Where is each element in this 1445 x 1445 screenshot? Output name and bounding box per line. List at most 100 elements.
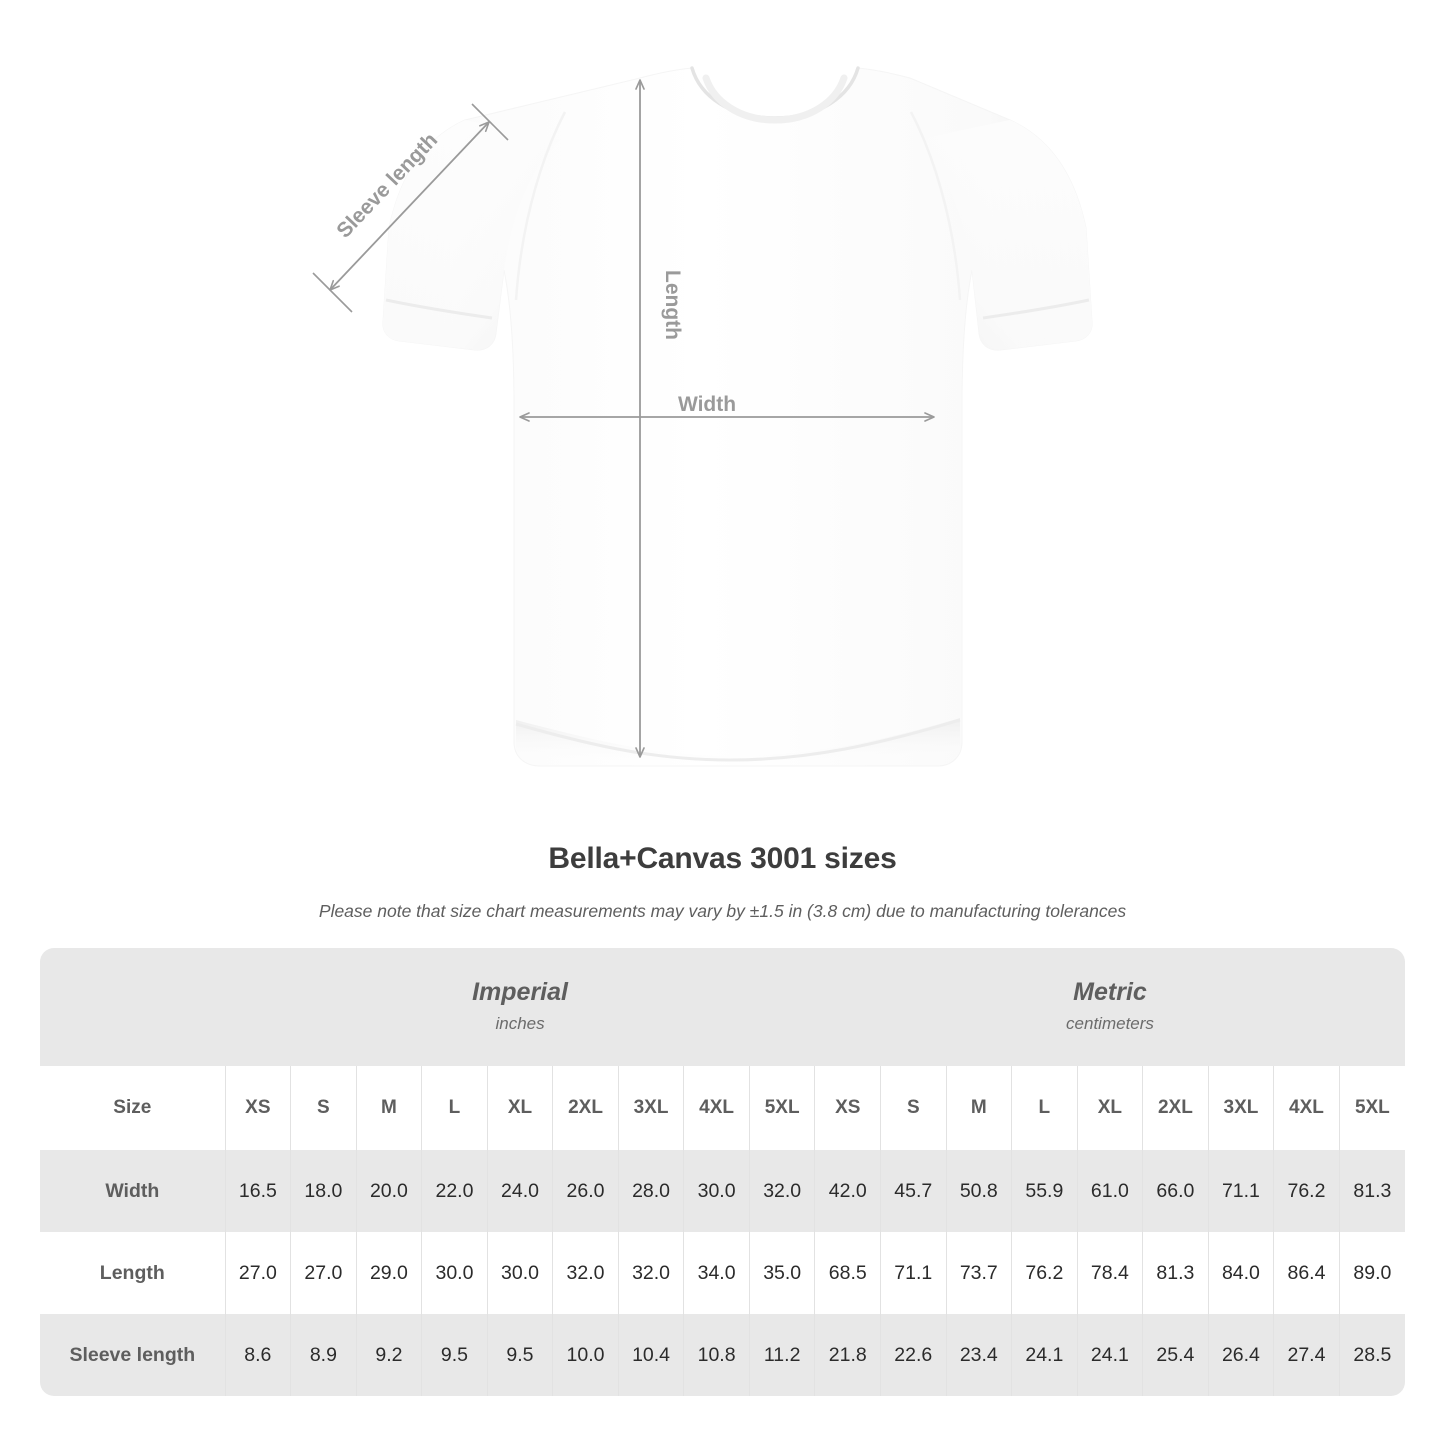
- tshirt-hem-shadow: [516, 718, 960, 766]
- sleeve-length-arrow: [329, 121, 490, 291]
- table-cell: 28.5: [1338, 1314, 1405, 1396]
- size-column-header-l: L: [1011, 1066, 1078, 1150]
- size-chart-table-container: Imperial inches Metric centimeters Size XS S M L…: [40, 948, 1405, 1396]
- unit-group-unit: inches: [495, 1014, 545, 1033]
- tshirt-measurement-diagram: Sleeve length Length Width: [312, 66, 1093, 767]
- table-cell: 10.4: [617, 1314, 684, 1396]
- table-cell: 68.5: [814, 1232, 881, 1314]
- size-column-header-5xl: 5XL: [1338, 1066, 1405, 1150]
- left-sleeve-hem-line: [385, 298, 493, 320]
- table-cell: 24.1: [1011, 1314, 1078, 1396]
- size-column-header-s: S: [290, 1066, 357, 1150]
- table-cell: 30.0: [421, 1232, 488, 1314]
- table-cell: 81.3: [1142, 1232, 1209, 1314]
- table-cell: 9.5: [486, 1314, 553, 1396]
- table-cell: 32.0: [552, 1232, 619, 1314]
- table-cell: 28.0: [617, 1150, 684, 1232]
- size-column-header-2xl: 2XL: [552, 1066, 619, 1150]
- table-cell: 32.0: [617, 1232, 684, 1314]
- left-shoulder-seam: [514, 111, 567, 301]
- tshirt-right-sleeve: [916, 120, 1093, 351]
- table-cell: 71.1: [1207, 1150, 1274, 1232]
- table-cell: 22.6: [880, 1314, 947, 1396]
- size-chart-table: Imperial inches Metric centimeters Size XS S M L…: [40, 948, 1405, 1396]
- page-title: Bella+Canvas 3001 sizes: [548, 842, 897, 875]
- sleeve-length-tick-start: [312, 272, 353, 313]
- size-column-header-m: M: [945, 1066, 1012, 1150]
- table-cell: 25.4: [1142, 1314, 1209, 1396]
- size-column-header: Size: [40, 1066, 226, 1150]
- table-cell: 30.0: [683, 1150, 750, 1232]
- table-cell: 27.4: [1273, 1314, 1340, 1396]
- unit-band-spacer: [40, 948, 226, 1066]
- size-column-header-xl: XL: [1076, 1066, 1143, 1150]
- right-sleeve-hem-line: [982, 298, 1090, 320]
- size-column-header-4xl: 4XL: [683, 1066, 750, 1150]
- table-cell: 24.1: [1076, 1314, 1143, 1396]
- unit-group-name: Metric: [1073, 978, 1147, 1006]
- right-shoulder-seam: [909, 111, 962, 301]
- table-cell: 29.0: [355, 1232, 422, 1314]
- sleeve-length-tick-end: [471, 103, 509, 141]
- row-label: Length: [40, 1232, 226, 1314]
- table-cell: 9.2: [355, 1314, 422, 1396]
- size-column-header-3xl: 3XL: [617, 1066, 684, 1150]
- width-label: Width: [678, 393, 736, 416]
- tshirt-collar-inner: [702, 74, 848, 124]
- table-cell: 8.9: [290, 1314, 357, 1396]
- table-cell: 71.1: [880, 1232, 947, 1314]
- table-cell: 76.2: [1011, 1232, 1078, 1314]
- table-cell: 42.0: [814, 1150, 881, 1232]
- table-row: Sleeve length 8.6 8.9 9.2 9.5 9.5 10.0 10.4 10.8…: [40, 1314, 1405, 1396]
- size-column-header-xs: XS: [224, 1066, 291, 1150]
- size-column-header-s: S: [880, 1066, 947, 1150]
- table-cell: 26.0: [552, 1150, 619, 1232]
- table-cell: 34.0: [683, 1232, 750, 1314]
- table-row: Width 16.5 18.0 20.0 22.0 24.0 26.0 28.0 30.0 32.…: [40, 1150, 1405, 1232]
- unit-group-row: Imperial inches Metric centimeters: [40, 948, 1405, 1066]
- unit-group-metric: Metric centimeters: [814, 948, 1405, 1066]
- table-cell: 27.0: [224, 1232, 291, 1314]
- table-cell: 24.0: [486, 1150, 553, 1232]
- size-column-header-l: L: [421, 1066, 488, 1150]
- size-column-header-4xl: 4XL: [1273, 1066, 1340, 1150]
- size-column-header-2xl: 2XL: [1142, 1066, 1209, 1150]
- row-label: Sleeve length: [40, 1314, 226, 1396]
- table-cell: 10.0: [552, 1314, 619, 1396]
- chart-heading: Bella+Canvas 3001 sizes Please note that…: [0, 840, 1445, 923]
- table-cell: 9.5: [421, 1314, 488, 1396]
- unit-group-name: Imperial: [472, 978, 568, 1006]
- table-cell: 8.6: [224, 1314, 291, 1396]
- tolerance-note: Please note that size chart measurements…: [318, 901, 1127, 921]
- table-cell: 55.9: [1011, 1150, 1078, 1232]
- size-header-row: Size XS S M L XL 2XL 3XL 4XL 5XL XS S M L XL 2XL 3XL 4XL 5…: [40, 1066, 1405, 1150]
- table-cell: 21.8: [814, 1314, 881, 1396]
- table-cell: 86.4: [1273, 1232, 1340, 1314]
- table-row: Length 27.0 27.0 29.0 30.0 30.0 32.0 32.0 34.0 35…: [40, 1232, 1405, 1314]
- table-cell: 89.0: [1338, 1232, 1405, 1314]
- table-cell: 10.8: [683, 1314, 750, 1396]
- table-cell: 84.0: [1207, 1232, 1274, 1314]
- size-column-header-5xl: 5XL: [748, 1066, 815, 1150]
- table-cell: 45.7: [880, 1150, 947, 1232]
- length-label: Length: [661, 270, 684, 340]
- table-cell: 78.4: [1076, 1232, 1143, 1314]
- table-cell: 66.0: [1142, 1150, 1209, 1232]
- table-cell: 18.0: [290, 1150, 357, 1232]
- table-cell: 23.4: [945, 1314, 1012, 1396]
- table-cell: 73.7: [945, 1232, 1012, 1314]
- table-cell: 35.0: [748, 1232, 815, 1314]
- size-column-header-m: M: [355, 1066, 422, 1150]
- table-cell: 30.0: [486, 1232, 553, 1314]
- table-cell: 20.0: [355, 1150, 422, 1232]
- size-column-header-xl: XL: [486, 1066, 553, 1150]
- size-column-header-3xl: 3XL: [1207, 1066, 1274, 1150]
- table-cell: 22.0: [421, 1150, 488, 1232]
- table-cell: 26.4: [1207, 1314, 1274, 1396]
- table-cell: 16.5: [224, 1150, 291, 1232]
- unit-group-imperial: Imperial inches: [225, 948, 815, 1066]
- table-cell: 11.2: [748, 1314, 815, 1396]
- table-cell: 32.0: [748, 1150, 815, 1232]
- table-cell: 81.3: [1338, 1150, 1405, 1232]
